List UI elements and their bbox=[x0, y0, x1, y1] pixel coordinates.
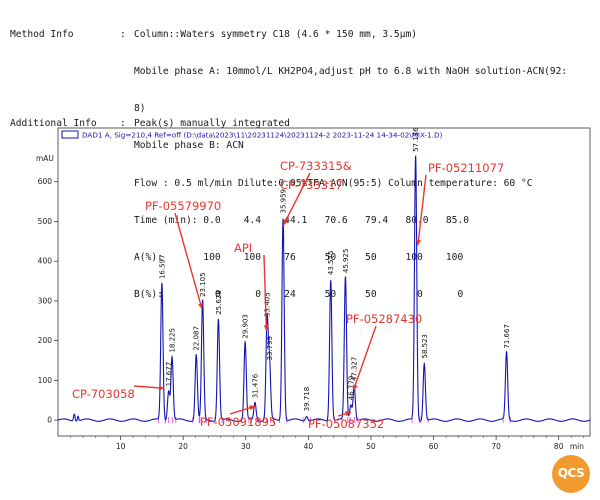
annotation-arrowhead bbox=[197, 302, 204, 309]
x-unit-label: min bbox=[570, 442, 584, 451]
annotation-arrowhead bbox=[344, 411, 351, 417]
annotation-label: CP-733315& bbox=[280, 159, 352, 173]
compound-annotations: CP-703058 PF-05579970 API CP-733315&CP-7333… bbox=[72, 159, 504, 431]
annotation-label: PF-05579970 bbox=[145, 199, 221, 213]
x-tick-label: 10 bbox=[116, 442, 126, 451]
annotation-label: PF-05091895 bbox=[200, 415, 276, 429]
method-line-flow: Flow : 0.5 ml/min Dilute:0.05%TFA-ACN(95… bbox=[134, 177, 533, 189]
annotation-arrowhead bbox=[263, 325, 269, 331]
x-tick-label: 60 bbox=[429, 442, 439, 451]
x-tick-label: 40 bbox=[304, 442, 314, 451]
y-tick-label: 500 bbox=[38, 217, 53, 226]
annotation-label: PF-05287430 bbox=[346, 312, 422, 326]
peak-label: 46.779 bbox=[347, 376, 355, 401]
peak-label: 43.575 bbox=[327, 251, 335, 276]
annotation-label: CP-703058 bbox=[72, 387, 135, 401]
annotation-label: PF-05211077 bbox=[428, 161, 504, 175]
method-info: Method Info : Column::Waters symmetry C1… bbox=[10, 4, 567, 314]
y-tick-label: 300 bbox=[38, 296, 53, 305]
annotation-arrow bbox=[282, 172, 311, 226]
peak-labels: 16.597 17.677 18.225 22.087 23.105 25.628 29.9… bbox=[158, 127, 511, 411]
peak-label: 57.136 bbox=[412, 127, 420, 152]
annotation-arrowhead bbox=[352, 384, 358, 391]
peak-label: 25.628 bbox=[215, 290, 223, 315]
peak-label: 17.677 bbox=[165, 362, 173, 387]
annotation-arrow bbox=[174, 212, 203, 310]
x-tick-label: 20 bbox=[178, 442, 188, 451]
additional-info-text: Peak(s) manually integrated bbox=[134, 118, 290, 129]
annotation-arrow bbox=[263, 254, 268, 331]
y-unit-label: mAU bbox=[36, 154, 54, 163]
annotation-label: CP-733317 bbox=[280, 178, 343, 192]
peak-label: 22.087 bbox=[193, 326, 201, 351]
peak-label: 33.405 bbox=[264, 292, 272, 317]
annotation-arrowhead bbox=[415, 239, 422, 246]
gradient-time-row: Time (min): 0.0 4.4 44.1 70.6 79.4 80.0 … bbox=[134, 214, 470, 226]
chart-legend: DAD1 A, Sig=210,4 Ref=off (D:\data\2023\… bbox=[61, 130, 443, 140]
method-line-mobile-phase-a-cont: 8) bbox=[134, 103, 146, 115]
annotation-label: API bbox=[234, 241, 252, 255]
peak-label: 18.225 bbox=[169, 328, 177, 353]
peak-label: 47.327 bbox=[351, 357, 359, 382]
method-info-row: Method Info : Column::Waters symmetry C1… bbox=[10, 29, 567, 41]
axes: mAU 0 100 200 300 400 500 600 10 20 30 40 50 60 70 80 mi… bbox=[36, 154, 584, 451]
additional-info: Additional Info : Peak(s) manually integ… bbox=[10, 118, 290, 130]
additional-info-colon: : bbox=[120, 118, 126, 129]
x-tick-label: 50 bbox=[366, 442, 376, 451]
y-tick-label: 0 bbox=[47, 416, 52, 425]
peak-label: 23.105 bbox=[199, 272, 207, 297]
annotation-arrow bbox=[417, 174, 427, 246]
legend-swatch bbox=[61, 130, 79, 139]
peak-label: 58.523 bbox=[421, 334, 429, 359]
legend-text: DAD1 A, Sig=210,4 Ref=off (D:\data\2023\… bbox=[82, 131, 443, 140]
x-tick-label: 70 bbox=[491, 442, 501, 451]
peak-label: 39.718 bbox=[303, 387, 311, 412]
y-tick-label: 600 bbox=[38, 177, 53, 186]
annotation-label: PF-05087352 bbox=[308, 417, 384, 431]
y-tick-label: 400 bbox=[38, 257, 53, 266]
annotation-arrowhead bbox=[249, 405, 256, 411]
y-tick-label: 100 bbox=[38, 376, 53, 385]
method-line-mobile-phase-b: Mobile phase B: ACN bbox=[134, 140, 244, 152]
chromatogram-trace bbox=[57, 155, 591, 422]
peak-label: 29.903 bbox=[242, 314, 250, 339]
annotation-arrowhead bbox=[158, 385, 165, 391]
y-tick-label: 200 bbox=[38, 336, 53, 345]
peak-label: 71.667 bbox=[503, 324, 511, 349]
annotation-arrow bbox=[352, 325, 377, 391]
logo-text: QCS bbox=[557, 466, 585, 480]
method-info-colon: : bbox=[120, 28, 126, 40]
x-tick-label: 80 bbox=[554, 442, 564, 451]
peak-label: 31.476 bbox=[252, 373, 260, 398]
method-line-mobile-phase-a: Mobile phase A: 10mmol/L KH2PO4,adjust p… bbox=[134, 66, 568, 78]
method-line-column: Column::Waters symmetry C18 (4.6 * 150 m… bbox=[134, 28, 418, 40]
x-tick-label: 30 bbox=[241, 442, 251, 451]
annotation-arrowhead bbox=[283, 219, 289, 226]
qcs-logo: QCS bbox=[552, 455, 590, 493]
additional-info-label: Additional Info bbox=[10, 118, 97, 129]
method-info-label: Method Info bbox=[10, 28, 74, 40]
plot-frame bbox=[57, 127, 591, 437]
peak-label: 33.799 bbox=[266, 336, 274, 361]
plot-border bbox=[57, 127, 591, 437]
peak-label: 16.597 bbox=[158, 255, 166, 280]
peak-label: 45.925 bbox=[342, 249, 350, 274]
peak-label: 35.959 bbox=[280, 189, 288, 214]
